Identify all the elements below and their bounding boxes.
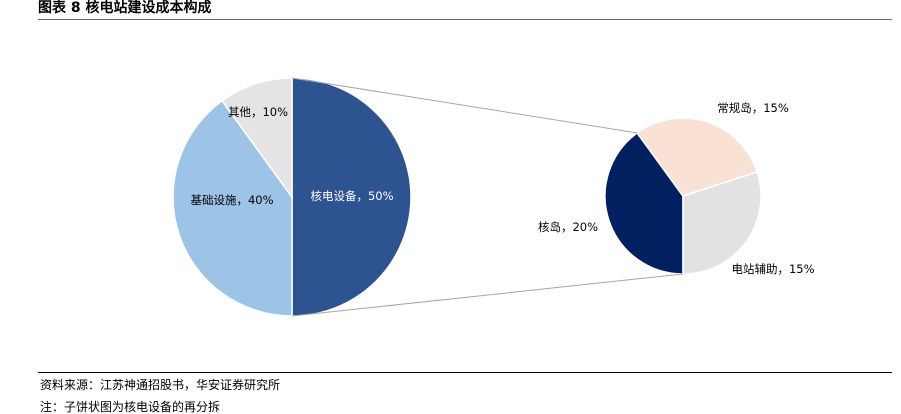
note-text: 注：子饼状图为核电设备的再分拆 [40, 400, 221, 414]
sub-pie-slice-2 [636, 117, 759, 197]
sub-pie-slice-3 [682, 170, 762, 275]
sub-pie-data-label-2: 常规岛，15% [717, 101, 789, 115]
source-text: 资料来源：江苏神通招股书，华安证券研究所 [40, 378, 281, 392]
pie-of-pie-chart: 核电设备，50% 基础设施，40% 其他，10% 核岛，20% 常规岛，15% 电站辅助，… [172, 77, 815, 317]
sub-pie-slice-1 [604, 131, 684, 275]
main-pie-data-label-2: 基础设施，40% [190, 193, 273, 207]
main-pie-slice-2 [172, 99, 293, 317]
main-pie-data-label-1: 核电设备，50% [310, 189, 393, 203]
figure-title: 图表 8 核电站建设成本构成 [38, 0, 212, 16]
connector-line-bottom [291, 273, 684, 317]
main-pie [172, 77, 412, 317]
source-rule [38, 372, 892, 373]
main-pie-slice-1 [291, 77, 412, 317]
sub-pie-data-label-3: 电站辅助，15% [731, 262, 814, 276]
main-pie-slice-3 [221, 77, 293, 200]
connector-line-top [291, 77, 638, 134]
sub-pie-data-label-1: 核岛，20% [538, 220, 598, 234]
main-pie-data-label-3: 其他，10% [228, 105, 288, 119]
title-rule [38, 19, 892, 20]
sub-pie [604, 117, 762, 275]
